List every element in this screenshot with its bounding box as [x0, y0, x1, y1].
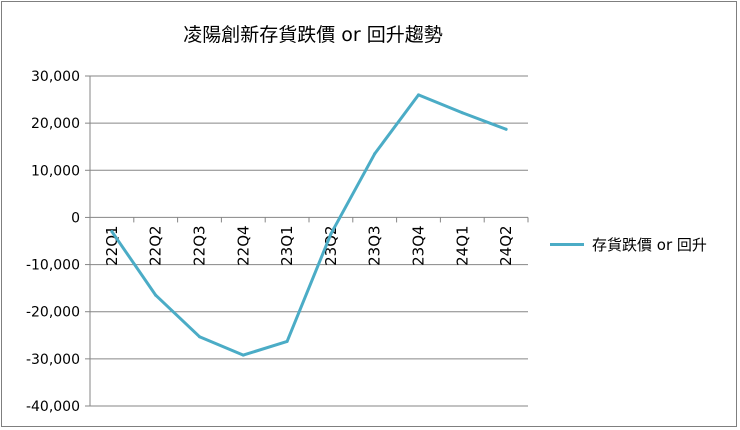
data-point	[460, 111, 464, 115]
y-tick-label: 30,000	[31, 69, 80, 85]
data-point	[373, 152, 377, 156]
y-tick-label: -10,000	[26, 258, 80, 274]
legend: 存貨跌價 or 回升	[550, 234, 707, 255]
x-tick-label: 22Q2	[147, 225, 165, 265]
data-point	[110, 230, 114, 234]
y-tick-label: 10,000	[31, 163, 80, 179]
x-tick-label: 23Q3	[366, 225, 384, 265]
data-point	[329, 232, 333, 236]
legend-swatch	[550, 243, 584, 246]
y-tick-label: -20,000	[26, 305, 80, 321]
data-point	[417, 93, 420, 97]
chart-title: 凌陽創新存貨跌價 or 回升趨勢	[183, 24, 443, 46]
y-tick-label: 20,000	[31, 116, 80, 132]
x-tick-label: 24Q2	[497, 225, 515, 265]
x-tick-label: 23Q4	[410, 225, 428, 265]
x-tick-label: 23Q1	[278, 225, 296, 265]
data-point	[285, 339, 289, 343]
data-point	[154, 293, 158, 297]
x-tick-label: 23Q2	[322, 225, 340, 265]
legend-label: 存貨跌價 or 回升	[592, 236, 707, 254]
x-tick-label: 22Q3	[191, 225, 209, 265]
y-tick-label: 0	[71, 210, 80, 226]
data-point	[504, 127, 508, 131]
series-line	[110, 93, 508, 357]
y-tick-label: -30,000	[26, 352, 80, 368]
data-point	[198, 335, 201, 339]
data-point	[241, 353, 245, 357]
x-tick-label: 22Q4	[234, 225, 252, 265]
x-tick-label: 24Q1	[453, 225, 471, 265]
y-tick-label: -40,000	[26, 399, 80, 415]
